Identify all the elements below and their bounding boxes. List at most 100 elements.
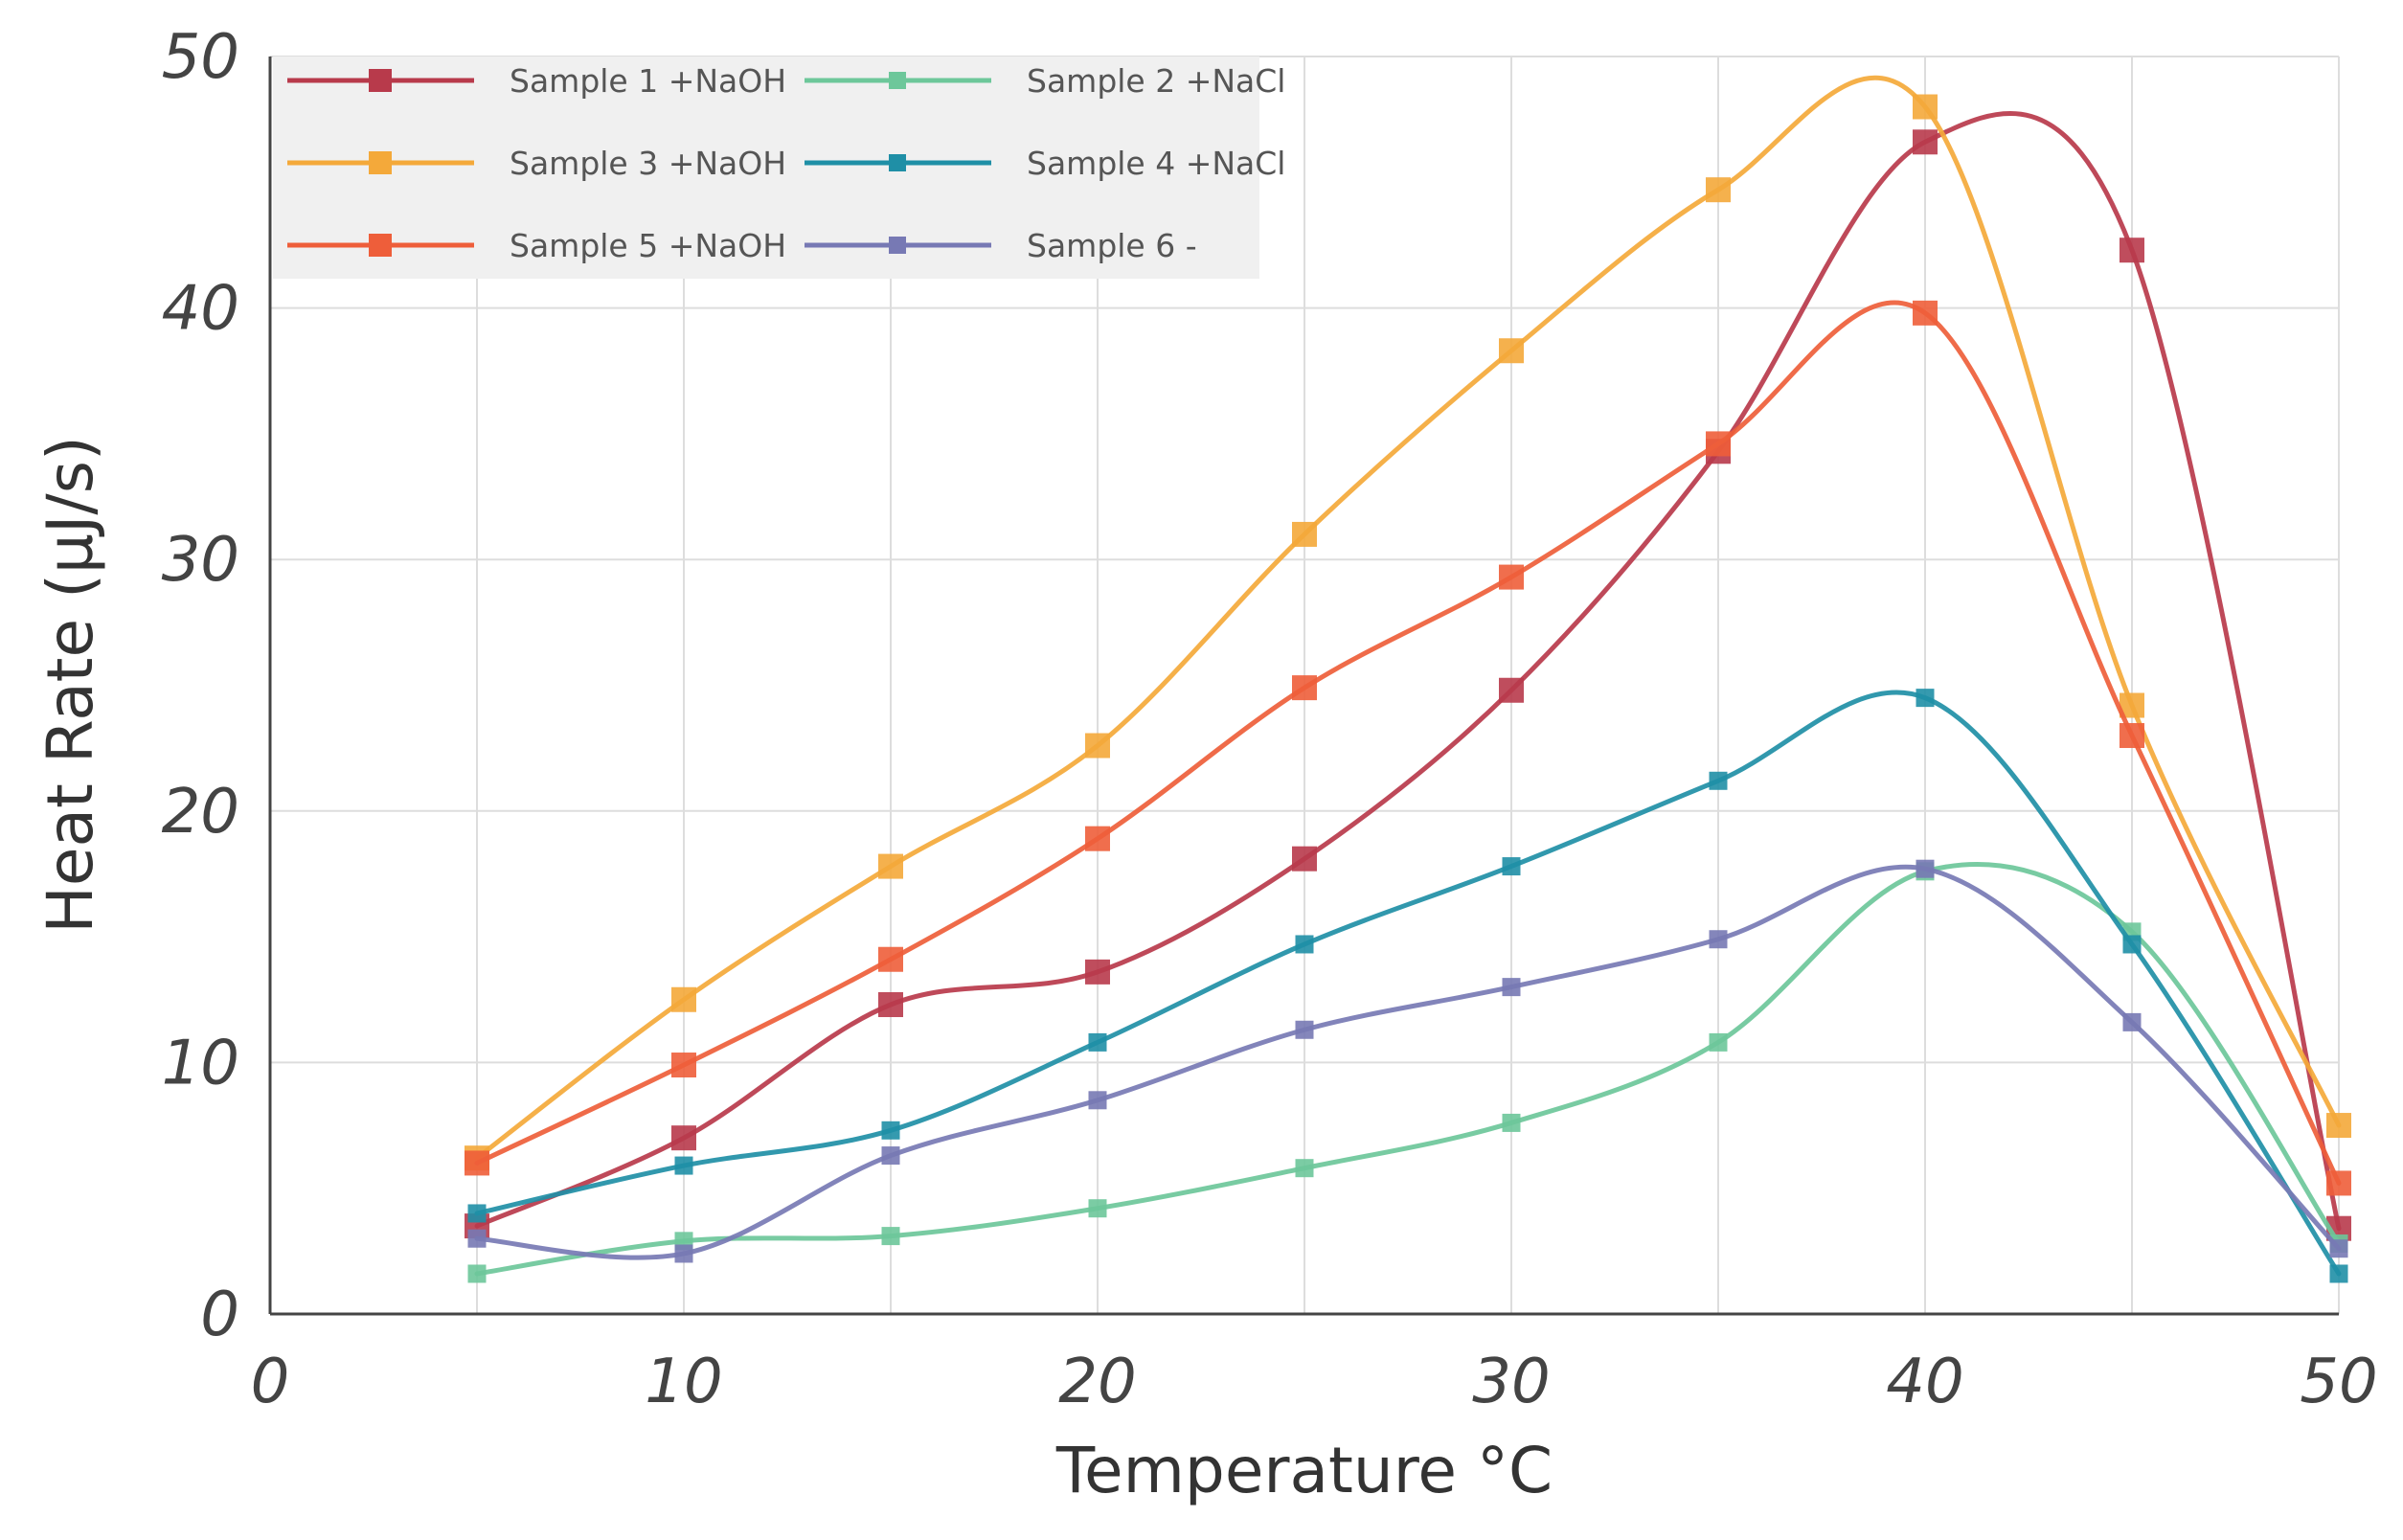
y-axis-title: Heat Rate (µJ/s): [34, 436, 107, 933]
data-point: [1085, 733, 1110, 759]
data-point: [1085, 959, 1110, 985]
data-point: [671, 986, 696, 1012]
data-point: [1706, 431, 1731, 457]
data-point: [1499, 677, 1524, 703]
data-point: [1088, 1199, 1107, 1218]
data-point: [674, 1244, 693, 1263]
data-point: [878, 946, 903, 972]
legend-item-sample-6: Sample 6 -: [805, 227, 1197, 264]
legend-swatch-marker: [369, 151, 392, 174]
x-axis-title: Temperature °C: [1055, 1434, 1553, 1507]
data-point: [2122, 1012, 2142, 1031]
data-point: [1295, 935, 1314, 954]
data-point: [881, 1121, 900, 1140]
data-point: [2120, 723, 2144, 749]
tick-labels: 0 10 20 30 40 50 0 10 20 30 40 50: [162, 22, 2378, 1417]
data-point: [2329, 1264, 2348, 1283]
data-point: [467, 1264, 487, 1283]
series-sample-6: [467, 859, 2348, 1263]
data-point: [467, 1229, 487, 1248]
data-point: [2329, 1239, 2348, 1258]
data-point: [1913, 129, 1938, 155]
axes: [268, 57, 2339, 1316]
data-point: [1502, 1113, 1521, 1132]
data-point: [1502, 857, 1521, 876]
data-point: [465, 1150, 489, 1176]
legend-label: Sample 6 -: [1027, 227, 1197, 264]
data-point: [671, 1053, 696, 1078]
data-point: [1709, 1032, 1728, 1052]
data-point: [1499, 564, 1524, 590]
data-point: [1292, 846, 1317, 872]
data-point: [467, 1204, 487, 1223]
data-point: [1913, 300, 1938, 326]
series-sample-2-nacl: [467, 861, 2348, 1283]
legend-label: Sample 3 +NaOH: [510, 145, 786, 182]
series-sample-4-nacl: [467, 689, 2348, 1283]
y-tick-label: 10: [162, 1028, 239, 1098]
legend-swatch-marker: [369, 234, 392, 257]
series-sample-5-naoh: [465, 300, 2351, 1196]
data-point: [1916, 689, 1935, 708]
data-point: [674, 1156, 693, 1175]
series: [465, 75, 2351, 1283]
data-point: [2326, 1170, 2351, 1196]
x-tick-label: 20: [1058, 1347, 1136, 1417]
legend-label: Sample 5 +NaOH: [510, 227, 786, 264]
data-point: [881, 1227, 900, 1246]
data-point: [1292, 521, 1317, 547]
legend-swatch-marker: [889, 237, 906, 254]
x-tick-label: 50: [2300, 1347, 2377, 1417]
data-point: [1706, 177, 1731, 203]
data-point: [2122, 935, 2142, 954]
data-point: [1292, 675, 1317, 701]
legend-swatch-marker: [369, 69, 392, 92]
data-point: [671, 1125, 696, 1151]
series-sample-3-naoh: [465, 75, 2351, 1171]
legend-swatch-marker: [889, 154, 906, 171]
data-point: [1709, 930, 1728, 949]
data-point: [1088, 1091, 1107, 1110]
data-point: [2326, 1113, 2351, 1139]
y-tick-label: 20: [162, 777, 239, 848]
y-tick-label: 0: [200, 1280, 239, 1350]
data-point: [878, 853, 903, 879]
legend-item-sample-4-nacl: Sample 4 +NaCl: [805, 145, 1285, 182]
x-tick-label: 40: [1886, 1347, 1963, 1417]
data-point: [1913, 94, 1938, 120]
data-point: [1916, 859, 1935, 878]
legend-label: Sample 1 +NaOH: [510, 62, 786, 100]
x-tick-label: 0: [251, 1347, 290, 1417]
series-line-sample-6: [474, 864, 2342, 1260]
series-line-sample-4-nacl: [474, 690, 2342, 1277]
data-point: [1295, 1020, 1314, 1039]
data-point: [1502, 978, 1521, 997]
legend: Sample 1 +NaOH Sample 2 +NaCl Sample 3 +Na…: [273, 57, 1285, 279]
data-point: [878, 992, 903, 1018]
legend-label: Sample 2 +NaCl: [1027, 62, 1285, 100]
data-point: [1085, 826, 1110, 851]
data-point: [881, 1146, 900, 1166]
legend-item-sample-3-naoh: Sample 3 +NaOH: [287, 145, 786, 182]
x-tick-label: 30: [1472, 1347, 1550, 1417]
data-point: [1295, 1159, 1314, 1178]
legend-swatch-marker: [889, 72, 906, 89]
y-tick-label: 40: [162, 274, 239, 345]
legend-item-sample-2-nacl: Sample 2 +NaCl: [805, 62, 1285, 100]
data-point: [1499, 338, 1524, 364]
legend-item-sample-1-naoh: Sample 1 +NaOH: [287, 62, 786, 100]
data-point: [1709, 771, 1728, 790]
data-point: [2120, 238, 2144, 263]
legend-box: [273, 57, 1259, 279]
legend-item-sample-5-naoh: Sample 5 +NaOH: [287, 227, 786, 264]
series-sample-1-naoh: [465, 110, 2351, 1241]
series-line-sample-5-naoh: [474, 300, 2342, 1186]
series-line-sample-1-naoh: [474, 110, 2342, 1232]
legend-label: Sample 4 +NaCl: [1027, 145, 1285, 182]
data-point: [1088, 1032, 1107, 1052]
y-tick-label: 30: [162, 525, 239, 596]
series-line-sample-2-nacl: [474, 861, 2342, 1277]
y-tick-label: 50: [162, 22, 239, 93]
